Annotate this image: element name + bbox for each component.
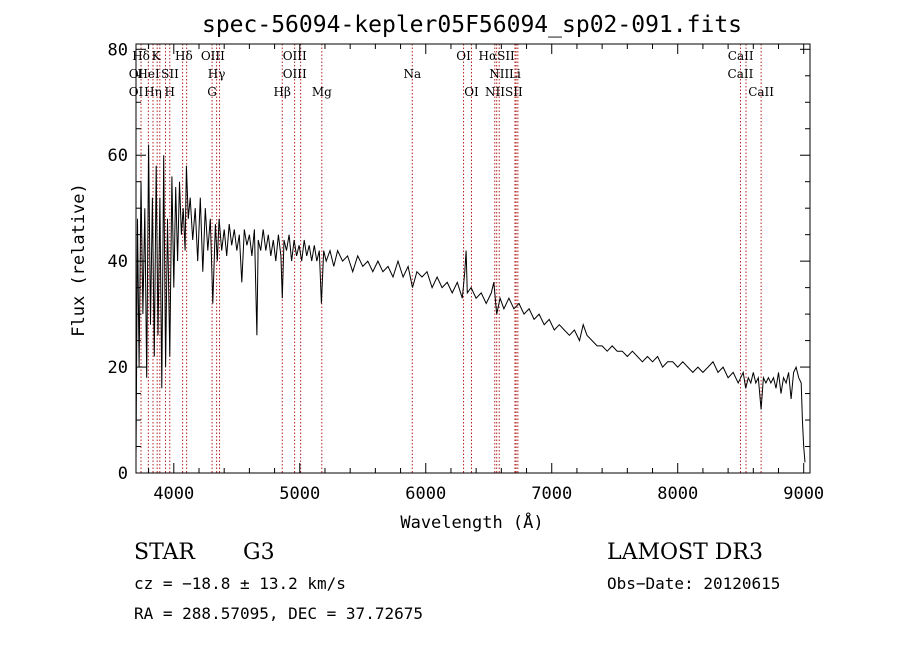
x-tick-label-7000: 7000: [531, 484, 572, 504]
chart-title: spec-56094-kepler05F56094_sp02-091.fits: [202, 12, 742, 38]
line-label-0: Hδ: [132, 49, 150, 63]
line-label-11: Hγ: [208, 67, 226, 81]
line-label-24: NIISII: [485, 85, 523, 99]
x-tick-label-9000: 9000: [783, 484, 824, 504]
line-label-13: Na: [403, 67, 421, 81]
y-axis-label: Flux (relative): [69, 183, 89, 337]
line-label-6: HαSII: [479, 49, 516, 63]
y-tick-label-80: 80: [108, 40, 128, 60]
line-label-9: HeI: [137, 67, 160, 81]
x-tick-label-6000: 6000: [405, 484, 446, 504]
object-subclass: G3: [243, 540, 275, 565]
line-label-25: CaII: [748, 85, 774, 99]
y-tick-label-40: 40: [108, 252, 128, 272]
line-label-20: G: [207, 85, 217, 99]
x-tick-label-5000: 5000: [279, 484, 320, 504]
y-tick-label-0: 0: [118, 464, 128, 484]
redshift-text: cz = −18.8 ± 13.2 km/s: [134, 574, 346, 593]
line-label-10: SII: [161, 67, 179, 81]
line-label-21: Hβ: [274, 85, 291, 99]
line-label-18: Hη: [144, 85, 162, 99]
x-tick-label-8000: 8000: [657, 484, 698, 504]
coordinates-text: RA = 288.57095, DEC = 37.72675: [134, 604, 423, 623]
x-tick-label-4000: 4000: [153, 484, 194, 504]
survey-name: LAMOST DR3: [607, 540, 763, 565]
line-label-4: OIII: [283, 49, 307, 63]
line-label-1: K: [152, 49, 162, 63]
line-label-16: CaII: [728, 67, 754, 81]
line-label-7: CaII: [728, 49, 754, 63]
spectrum-line: [135, 144, 806, 463]
obs-date-text: Obs−Date: 20120615: [607, 574, 781, 593]
object-class: STAR: [134, 540, 195, 565]
line-label-23: OI: [464, 85, 479, 99]
line-label-19: H: [165, 85, 175, 99]
line-label-15: Li: [509, 67, 521, 81]
line-label-22: Mg: [312, 85, 332, 99]
line-label-14: NII: [489, 67, 509, 81]
line-label-3: OIII: [201, 49, 225, 63]
plot-frame: [135, 43, 811, 474]
y-tick-label-20: 20: [108, 358, 128, 378]
y-tick-label-60: 60: [108, 146, 128, 166]
line-label-2: Hδ: [175, 49, 193, 63]
line-label-12: OIII: [283, 67, 307, 81]
x-axis-label: Wavelength (Å): [400, 511, 543, 533]
line-label-5: OI: [456, 49, 471, 63]
